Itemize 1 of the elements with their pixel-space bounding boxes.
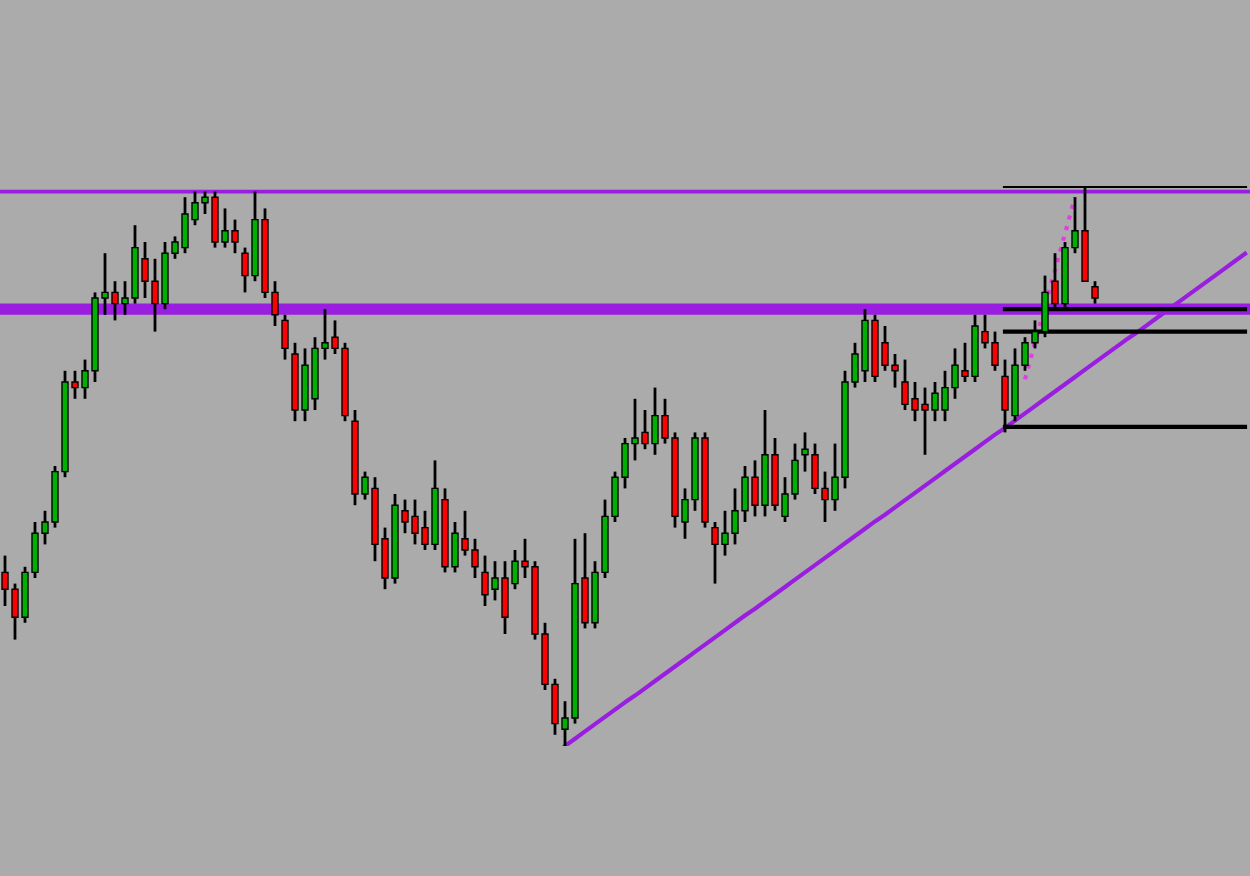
- candlestick: [281, 313, 289, 361]
